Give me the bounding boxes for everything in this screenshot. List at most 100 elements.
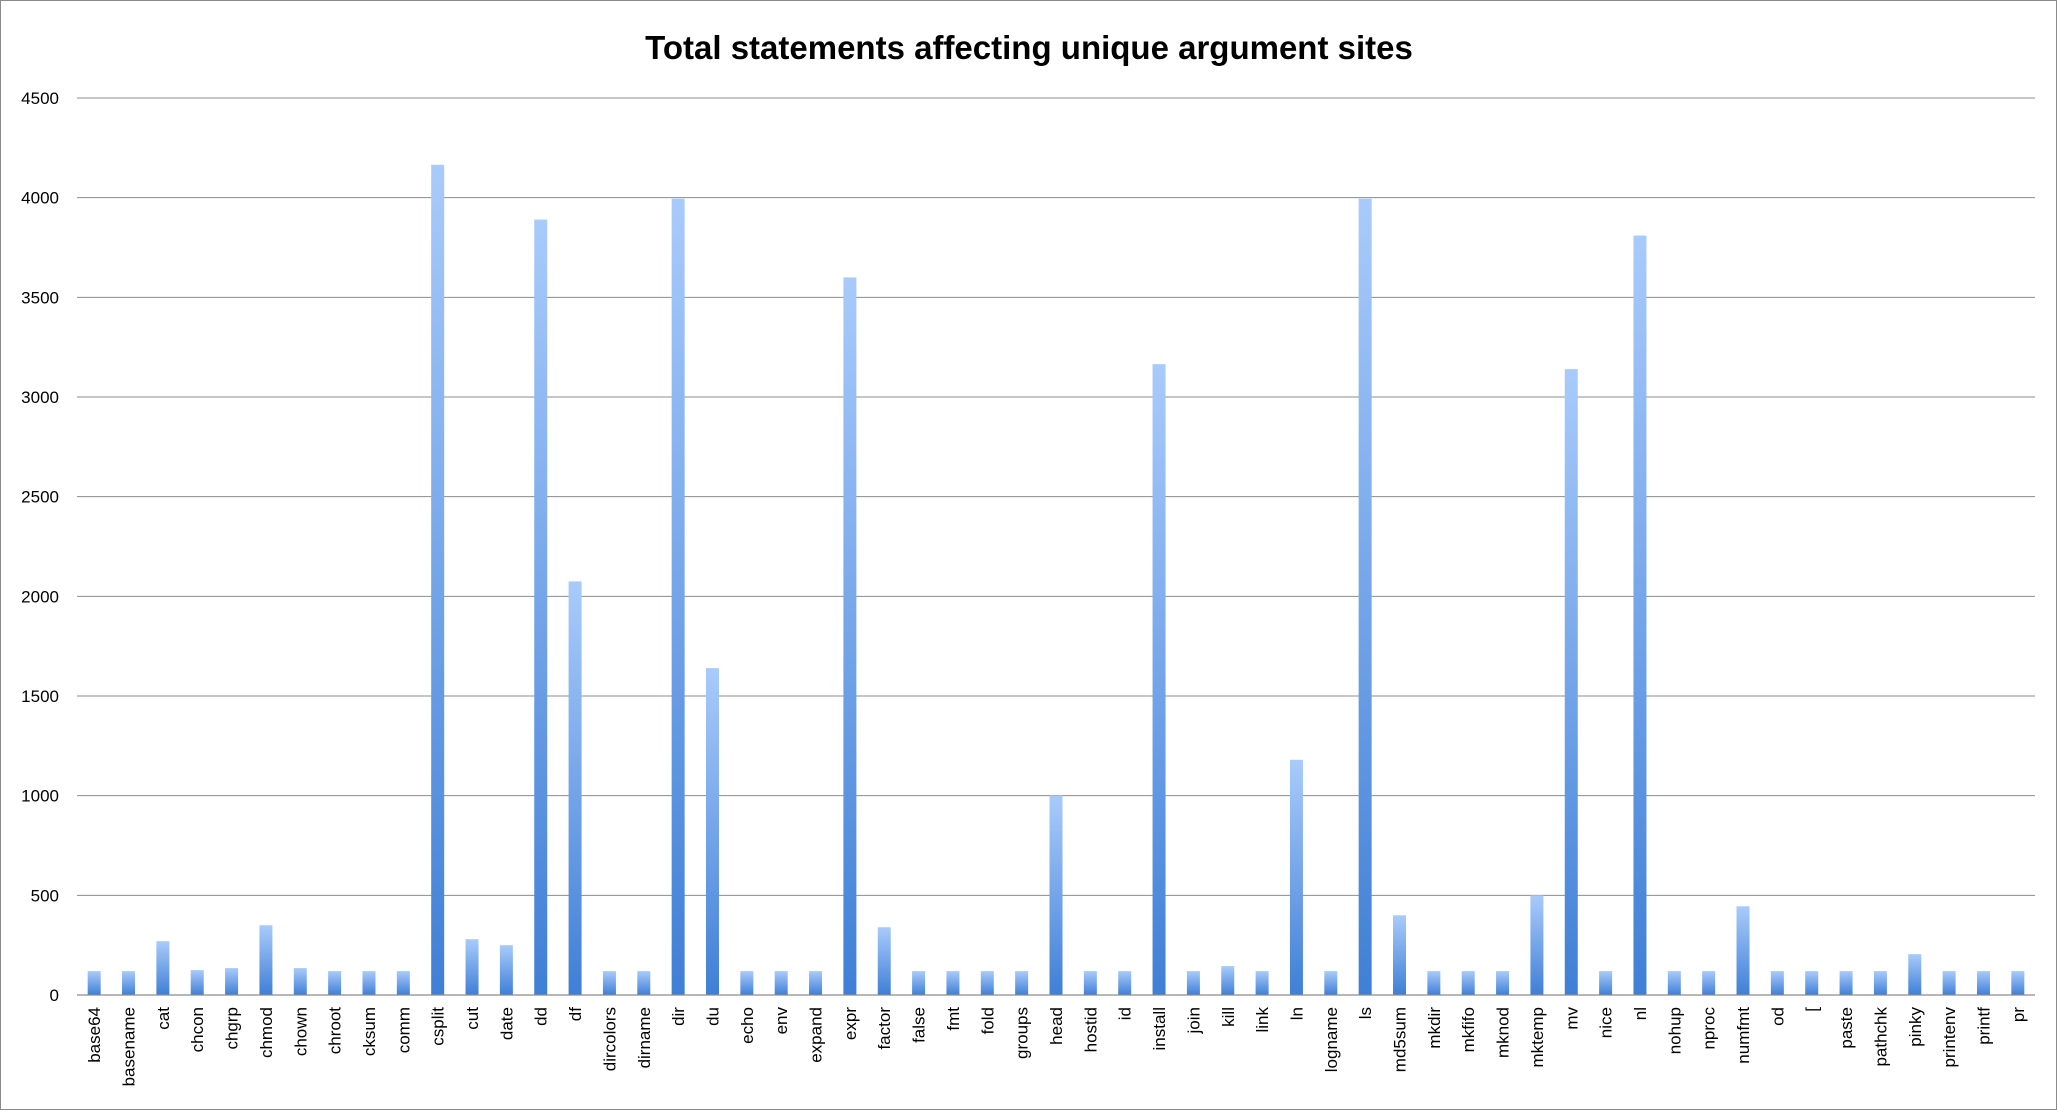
x-tick-label: mv: [1562, 1007, 1581, 1030]
x-tick-label: [: [1803, 1007, 1822, 1012]
bar-hostid: [1083, 971, 1097, 995]
bar-factor: [877, 927, 891, 995]
bar-install: [1152, 364, 1166, 995]
x-tick-label: kill: [1219, 1007, 1238, 1027]
bar-join: [1186, 971, 1200, 995]
x-tick-label: join: [1184, 1007, 1203, 1034]
bar-dd: [534, 219, 548, 996]
bar-ln: [1289, 759, 1303, 995]
y-tick-label: 3000: [21, 388, 59, 407]
y-tick-label: 3500: [21, 288, 59, 307]
y-tick-label: 0: [50, 986, 59, 1005]
x-tick-label: printenv: [1940, 1007, 1959, 1068]
bar-chown: [293, 968, 307, 995]
x-tick-label: date: [497, 1007, 516, 1040]
bar-md5sum: [1393, 915, 1407, 995]
bar-df: [568, 581, 582, 995]
bar-cat: [156, 941, 170, 995]
bar-id: [1118, 971, 1132, 995]
x-tick-label: false: [910, 1007, 929, 1043]
y-tick-label: 1500: [21, 687, 59, 706]
x-axis-tick-labels: base64 basename cat chcon chgrp chmod chown chr…: [85, 1007, 2028, 1087]
bar-head: [1049, 795, 1063, 995]
bar-dircolors: [602, 971, 616, 995]
gridlines: [77, 97, 2035, 896]
x-tick-label: id: [1116, 1007, 1135, 1020]
x-tick-label: expand: [807, 1007, 826, 1063]
bar-pathchk: [1873, 971, 1887, 995]
x-tick-label: pathchk: [1871, 1007, 1890, 1067]
x-tick-label: nice: [1597, 1007, 1616, 1038]
bar-chroot: [328, 971, 342, 995]
bar-pinky: [1908, 954, 1922, 995]
bar-od: [1770, 971, 1784, 995]
x-tick-label: dir: [669, 1007, 688, 1026]
x-tick-label: nl: [1631, 1007, 1650, 1020]
x-tick-label: pinky: [1906, 1007, 1925, 1047]
x-tick-label: ls: [1356, 1007, 1375, 1019]
bar-dir: [671, 198, 685, 995]
x-tick-label: env: [772, 1007, 791, 1035]
x-tick-label: groups: [1013, 1007, 1032, 1059]
x-tick-label: cut: [463, 1007, 482, 1030]
bar-du: [705, 668, 719, 995]
x-tick-label: expr: [841, 1007, 860, 1040]
bar-cut: [465, 939, 479, 995]
x-tick-label: nproc: [1700, 1007, 1719, 1050]
x-tick-label: mkdir: [1425, 1007, 1444, 1049]
x-tick-label: factor: [875, 1007, 894, 1050]
x-tick-label: mknod: [1494, 1007, 1513, 1058]
bar-chmod: [259, 925, 273, 995]
x-tick-label: hostid: [1081, 1007, 1100, 1052]
x-tick-label: dirname: [635, 1007, 654, 1068]
x-tick-label: dd: [532, 1007, 551, 1026]
x-tick-label: chgrp: [223, 1007, 242, 1050]
x-tick-label: install: [1150, 1007, 1169, 1050]
bar-expand: [809, 971, 823, 995]
bar-chcon: [190, 970, 204, 995]
bar-env: [774, 971, 788, 995]
x-tick-label: od: [1768, 1007, 1787, 1026]
bar-echo: [740, 971, 754, 995]
x-tick-label: ln: [1287, 1007, 1306, 1020]
y-tick-label: 4500: [21, 89, 59, 108]
bar-series: [87, 164, 2025, 996]
bar-false: [912, 971, 926, 995]
y-tick-label: 1000: [21, 787, 59, 806]
bar-[: [1805, 971, 1819, 995]
x-tick-label: base64: [85, 1007, 104, 1063]
x-tick-label: fold: [978, 1007, 997, 1034]
bar-csplit: [431, 164, 445, 995]
x-tick-label: df: [566, 1007, 585, 1021]
bar-mknod: [1496, 971, 1510, 995]
bar-date: [499, 945, 513, 995]
x-tick-label: printf: [1974, 1007, 1993, 1045]
bar-mv: [1564, 369, 1578, 995]
x-tick-label: md5sum: [1391, 1007, 1410, 1072]
bar-nohup: [1667, 971, 1681, 995]
x-tick-label: logname: [1322, 1007, 1341, 1072]
bar-mktemp: [1530, 895, 1544, 995]
bar-nproc: [1702, 971, 1716, 995]
bar-printenv: [1942, 971, 1956, 995]
bar-comm: [396, 971, 410, 995]
x-tick-label: chcon: [188, 1007, 207, 1052]
x-tick-label: dircolors: [600, 1007, 619, 1071]
x-tick-label: comm: [394, 1007, 413, 1053]
y-axis-tick-labels: 0 500 1000 1500 2000 2500 3000 3500 4000 4500: [21, 89, 59, 1005]
bar-printf: [1976, 971, 1990, 995]
y-tick-label: 4000: [21, 189, 59, 208]
x-tick-label: paste: [1837, 1007, 1856, 1049]
bar-dirname: [637, 971, 651, 995]
bar-pr: [2011, 971, 2025, 995]
bar-fmt: [946, 971, 960, 995]
x-tick-label: mkfifo: [1459, 1007, 1478, 1052]
bar-basename: [122, 971, 136, 995]
x-tick-label: chmod: [257, 1007, 276, 1058]
y-tick-label: 2500: [21, 488, 59, 507]
bar-link: [1255, 971, 1269, 995]
x-tick-label: pr: [2009, 1007, 2028, 1022]
x-tick-label: nohup: [1665, 1007, 1684, 1054]
